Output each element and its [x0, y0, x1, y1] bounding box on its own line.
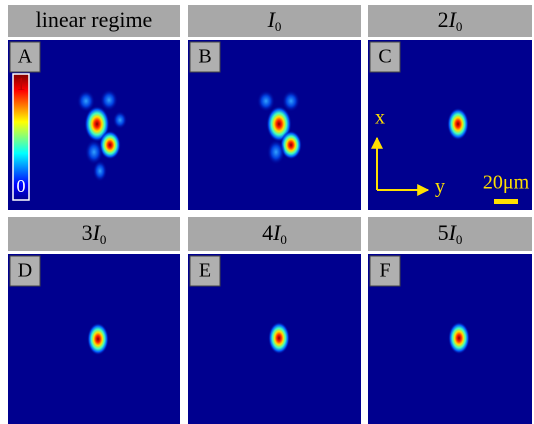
intensity-spot — [280, 130, 302, 160]
header-coefficient: 2 — [438, 7, 449, 32]
intensity-spot — [87, 322, 109, 356]
header-coefficient: 3 — [82, 220, 93, 245]
header-symbol: I — [272, 220, 282, 245]
intensity-spot — [448, 321, 470, 355]
panel-label: A — [18, 46, 33, 68]
header-subscript: 0 — [456, 232, 463, 247]
header-text: linear regime — [36, 7, 153, 32]
intensity-spot — [92, 160, 108, 182]
colorbar-max: 1 — [17, 74, 26, 94]
intensity-spot — [99, 130, 121, 160]
header-coefficient: 4 — [262, 220, 273, 245]
panel-header: 2I0 — [438, 7, 463, 34]
header-box — [188, 217, 361, 251]
header-symbol: I — [448, 7, 458, 32]
intensity-spot — [84, 106, 110, 142]
intensity-spot — [282, 90, 300, 112]
label-box — [369, 41, 401, 73]
colorbar-min: 0 — [17, 176, 26, 196]
intensity-spot — [267, 139, 285, 165]
label-box — [9, 41, 41, 73]
x-axis-label: x — [375, 107, 385, 129]
scale-bar — [494, 199, 518, 204]
header-symbol: I — [92, 220, 102, 245]
header-box — [368, 217, 532, 251]
panel-label: D — [18, 260, 32, 282]
label-box — [189, 255, 221, 287]
intensity-spot — [77, 90, 95, 112]
intensity-spot — [268, 321, 290, 355]
header-symbol: I — [267, 7, 277, 32]
intensity-spot — [85, 139, 103, 165]
header-subscript: 0 — [456, 19, 463, 34]
header-box — [8, 5, 180, 37]
colorbar: 1 0 — [12, 73, 30, 201]
panel-header: 5I0 — [438, 220, 463, 247]
header-box — [188, 5, 361, 37]
panel-label: F — [379, 260, 390, 282]
intensity-spot — [100, 89, 118, 111]
colorbar-gradient — [12, 73, 30, 201]
intensity-spot — [447, 107, 469, 141]
scale-label: 20μm — [483, 172, 530, 194]
panel-header: 4I0 — [262, 220, 287, 247]
header-symbol: I — [448, 220, 458, 245]
panel-label: C — [378, 46, 391, 68]
axes-indicator: x y 20μm — [371, 107, 530, 204]
panel-label: E — [199, 260, 211, 282]
intensity-spot — [257, 90, 275, 112]
header-subscript: 0 — [280, 232, 287, 247]
label-box — [9, 255, 41, 287]
panel-label: B — [198, 46, 211, 68]
panel-header: linear regime — [36, 7, 153, 32]
header-subscript: 0 — [275, 19, 282, 34]
panel-header: 3I0 — [82, 220, 107, 247]
panel-header: I0 — [267, 7, 282, 34]
header-subscript: 0 — [100, 232, 107, 247]
intensity-spot — [112, 111, 128, 129]
header-box — [368, 5, 532, 37]
header-box — [8, 217, 180, 251]
label-box — [369, 255, 401, 287]
header-coefficient: 5 — [438, 220, 449, 245]
label-box — [189, 41, 221, 73]
y-axis-label: y — [435, 176, 445, 198]
